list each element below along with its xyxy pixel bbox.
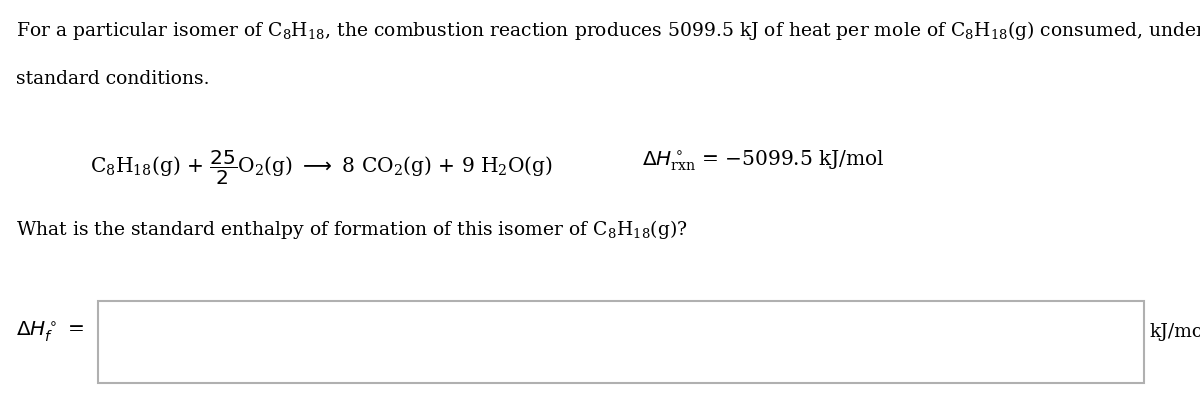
Text: $\Delta H^\circ_f$ =: $\Delta H^\circ_f$ = — [16, 320, 84, 344]
Text: For a particular isomer of $\mathregular{C_8H_{18}}$, the combustion reaction pr: For a particular isomer of $\mathregular… — [16, 19, 1200, 42]
Text: $\mathregular{C_8H_{18}}$(g) + $\dfrac{25}{2}$$\mathregular{O_2}$(g) $\longright: $\mathregular{C_8H_{18}}$(g) + $\dfrac{2… — [90, 148, 553, 187]
Text: standard conditions.: standard conditions. — [16, 70, 209, 88]
Text: What is the standard enthalpy of formation of this isomer of $\mathregular{C_8H_: What is the standard enthalpy of formati… — [16, 218, 688, 241]
Text: $\Delta H^\circ_{\mathregular{rxn}}$ = −5099.5 kJ/mol: $\Delta H^\circ_{\mathregular{rxn}}$ = −… — [642, 148, 884, 173]
Text: kJ/mol: kJ/mol — [1150, 323, 1200, 341]
FancyBboxPatch shape — [98, 301, 1144, 383]
